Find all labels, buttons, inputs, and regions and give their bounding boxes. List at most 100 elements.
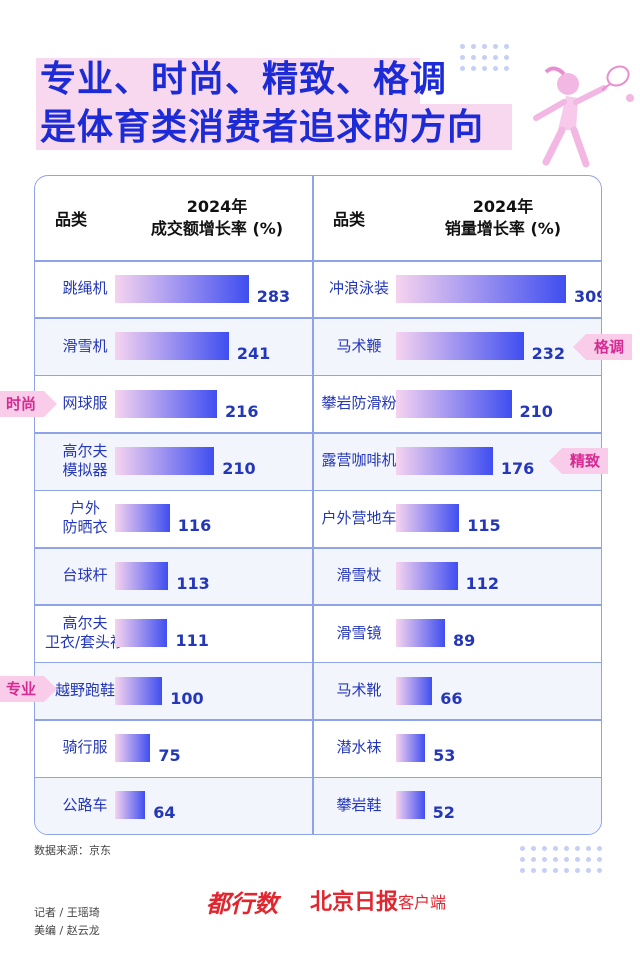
row-shade: [35, 778, 312, 834]
title-highlight: [36, 58, 420, 104]
row-separator: [35, 604, 601, 606]
decor-dot: [575, 857, 580, 862]
category-label: 高尔夫 模拟器: [62, 441, 108, 479]
credits: 记者 / 王瑶琦 美编 / 赵云龙: [34, 904, 100, 940]
category-label: 户外营地车: [321, 508, 397, 527]
data-source: 数据来源：京东: [34, 844, 111, 857]
bar-value-label: 89: [452, 631, 476, 651]
category-label: 冲浪泳装: [328, 279, 389, 298]
left-rate-header: 2024年 成交额增长率 (%): [127, 196, 307, 240]
decor-dot: [564, 857, 569, 862]
brand-logo-1: 都行数: [206, 890, 278, 918]
bar: [396, 791, 425, 820]
category-label: 滑雪杖: [336, 566, 382, 585]
bar-value-label: 210: [222, 458, 256, 478]
category-label: 攀岩鞋: [336, 795, 382, 814]
badminton-player-illustration: [533, 65, 634, 168]
row-separator: [35, 432, 601, 434]
bar-value-label: 283: [256, 286, 291, 306]
category-label: 骑行服: [62, 738, 108, 757]
decor-dot: [460, 66, 465, 71]
row-separator: [35, 374, 601, 377]
row-separator: [35, 317, 601, 319]
bar-value-label: 216: [225, 401, 259, 421]
bar-value-label: 210: [519, 401, 553, 421]
bar-value-label: 116: [177, 516, 212, 536]
bar-value-label: 115: [467, 516, 501, 536]
bar: [115, 446, 215, 475]
bar: [115, 791, 146, 820]
decor-dot: [482, 55, 487, 60]
brand-logo-3: 客户端: [398, 893, 447, 912]
decor-dot: [586, 868, 591, 873]
tag-professional: 专业: [0, 676, 58, 702]
bar-value-label: 52: [432, 803, 455, 823]
decor-dot: [471, 66, 476, 71]
decor-dot: [504, 44, 509, 49]
category-label: 越野跑鞋: [54, 681, 115, 699]
decor-dot: [460, 44, 465, 49]
decor-dot: [482, 44, 487, 49]
decor-dot: [471, 55, 476, 60]
bar-value-label: 75: [158, 745, 181, 765]
bar: [115, 676, 163, 705]
category-label: 跳绳机: [62, 279, 108, 298]
decor-dot: [493, 66, 498, 71]
decor-dot: [504, 55, 509, 60]
bar: [396, 733, 426, 762]
bar-value-label: 232: [531, 344, 566, 364]
category-label: 滑雪机: [62, 336, 108, 355]
decor-dot: [460, 55, 465, 60]
left-rate-header-metric: 成交额增长率 (%): [150, 219, 284, 238]
right-rate-header-year: 2024年: [472, 197, 534, 216]
right-category-header: 品类: [333, 210, 366, 229]
decor-dot: [597, 846, 602, 851]
row-separator: [35, 719, 601, 721]
bar-value-label: 111: [175, 631, 209, 651]
decor-dot: [542, 846, 547, 851]
tag-fashion: 时尚: [0, 391, 58, 417]
bar: [115, 389, 218, 418]
bar-value-label: 53: [433, 745, 456, 765]
decor-dot: [553, 857, 558, 862]
decor-dot: [504, 66, 509, 71]
category-label: 网球服: [62, 394, 108, 412]
row-separator: [35, 489, 601, 492]
title-line-2: 是体育类消费者追求的方向: [40, 107, 485, 148]
category-label: 攀岩防滑粉: [321, 394, 397, 412]
editor-credit: 美编 / 赵云龙: [34, 924, 100, 937]
bar-value-label: 176: [500, 458, 535, 478]
decor-dot: [597, 857, 602, 862]
category-label: 公路车: [62, 795, 108, 814]
bar: [396, 676, 433, 705]
decor-dot: [553, 846, 558, 851]
decor-dot: [542, 868, 547, 873]
tag-style: 格调: [572, 334, 633, 360]
row-shade: [314, 778, 601, 834]
bar-value-label: 112: [465, 573, 500, 593]
row-separator: [35, 661, 601, 664]
bar: [115, 733, 151, 762]
decor-dot: [471, 44, 476, 49]
right-rate-header-metric: 销量增长率 (%): [444, 219, 562, 238]
category-label: 露营咖啡机: [321, 451, 397, 470]
bar-value-label: 309: [574, 286, 601, 306]
row-shade: [314, 663, 601, 720]
row-shade: [35, 548, 312, 605]
bar: [396, 389, 512, 418]
bar: [115, 561, 169, 590]
bar-value-label: 113: [176, 573, 210, 593]
decor-dot: [597, 868, 602, 873]
category-label: 潜水袜: [336, 738, 382, 757]
bar: [396, 274, 566, 303]
bar: [115, 274, 249, 303]
decor-dot: [586, 857, 591, 862]
bar-value-label: 100: [170, 688, 204, 708]
brand-logo-2: 北京日报: [310, 889, 399, 915]
decor-dot: [542, 857, 547, 862]
bar: [396, 504, 460, 533]
bar-value-label: 241: [236, 344, 271, 364]
decor-dot: [520, 857, 525, 862]
column-divider: [312, 176, 314, 834]
decor-dot: [520, 868, 525, 873]
